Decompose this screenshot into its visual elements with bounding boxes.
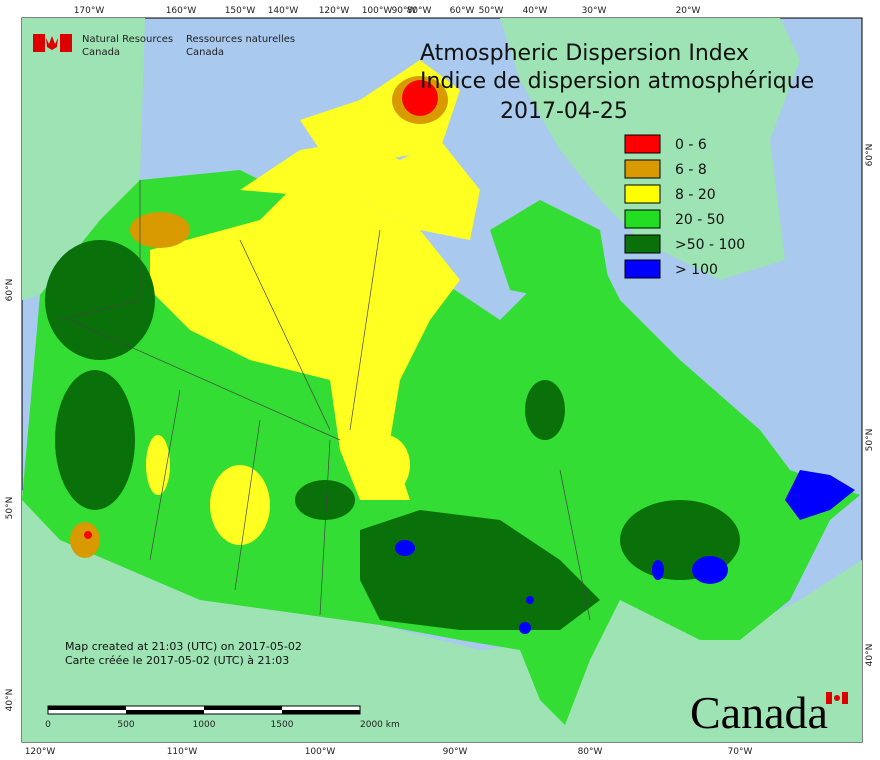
legend-label: 20 - 50 <box>675 212 725 228</box>
graticule-label: 20°W <box>676 6 701 16</box>
land <box>22 18 862 742</box>
graticule-label: 70°W <box>728 747 753 757</box>
graticule-label: 40°N <box>5 689 15 712</box>
agency-fr: Ressources naturelles <box>186 34 295 45</box>
scale-labels: 0 500 1000 1500 2000 km <box>45 720 400 730</box>
agency-fr: Canada <box>186 47 224 58</box>
graticule-label: 90°W <box>443 747 468 757</box>
legend-swatch <box>624 234 661 254</box>
title-date: 2017-04-25 <box>500 99 628 124</box>
legend-label: > 100 <box>675 262 718 278</box>
title-en: Atmospheric Dispersion Index <box>420 41 749 66</box>
legend-swatch <box>624 184 661 204</box>
graticule-label: 100°W <box>305 747 336 757</box>
legend: 0 - 6 6 - 8 8 - 20 20 - 50 >50 - 100 > 100 <box>624 134 745 279</box>
graticule-label: 50°N <box>865 429 875 452</box>
scale-bar <box>47 705 361 715</box>
graticule-label: 140°W <box>268 6 299 16</box>
header: Natural Resources Canada Ressources natu… <box>33 34 295 58</box>
legend-label: >50 - 100 <box>675 237 745 253</box>
wordmark-flag <box>826 692 848 704</box>
graticule-labels: 170°W 160°W 150°W 140°W 120°W 100°W 90°W80°W 60… <box>5 6 875 757</box>
graticule-label: 170°W <box>74 6 105 16</box>
graticule-label: 160°W <box>166 6 197 16</box>
legend-label: 8 - 20 <box>675 187 716 203</box>
graticule-label: 40°W <box>523 6 548 16</box>
legend-swatch <box>624 259 661 279</box>
legend-swatch <box>624 209 661 229</box>
graticule-label: 50°N <box>5 497 15 520</box>
scale-label: 1000 <box>193 720 216 730</box>
scale-label: 1500 <box>271 720 294 730</box>
graticule-label: 80°W <box>407 6 432 16</box>
note: Map created at 21:03 (UTC) on 2017-05-02 <box>65 640 302 653</box>
note: Carte créée le 2017-05-02 (UTC) à 21:03 <box>65 654 289 667</box>
graticule-label: 80°W <box>578 747 603 757</box>
graticule-label: 60°W <box>450 6 475 16</box>
graticule-label: 90°W <box>392 6 417 16</box>
scale-label: 0 <box>45 720 51 730</box>
scale-label: 500 <box>117 720 134 730</box>
graticule-label: 120°W <box>319 6 350 16</box>
wordmark: Canada <box>690 687 828 738</box>
graticule-label: 60°N <box>5 279 15 302</box>
graticule-label: 120°W <box>25 747 56 757</box>
legend-label: 0 - 6 <box>675 137 707 153</box>
graticule-label: 40°N <box>865 644 875 667</box>
agency-en: Canada <box>82 47 120 58</box>
legend-swatch <box>624 134 661 154</box>
title-fr: Indice de dispersion atmosphérique <box>420 69 814 94</box>
graticule-label: 150°W <box>225 6 256 16</box>
legend-label: 6 - 8 <box>675 162 707 178</box>
legend-swatch <box>624 159 661 179</box>
graticule-label: 50°W <box>479 6 504 16</box>
agency-en: Natural Resources <box>82 34 173 45</box>
graticule-label: 100°W <box>362 6 393 16</box>
graticule-label: 60°N <box>865 144 875 167</box>
graticule-label: 30°W <box>582 6 607 16</box>
graticule-label: 110°W <box>167 747 198 757</box>
scale-label: 2000 km <box>360 720 400 730</box>
province-borders <box>59 180 591 621</box>
